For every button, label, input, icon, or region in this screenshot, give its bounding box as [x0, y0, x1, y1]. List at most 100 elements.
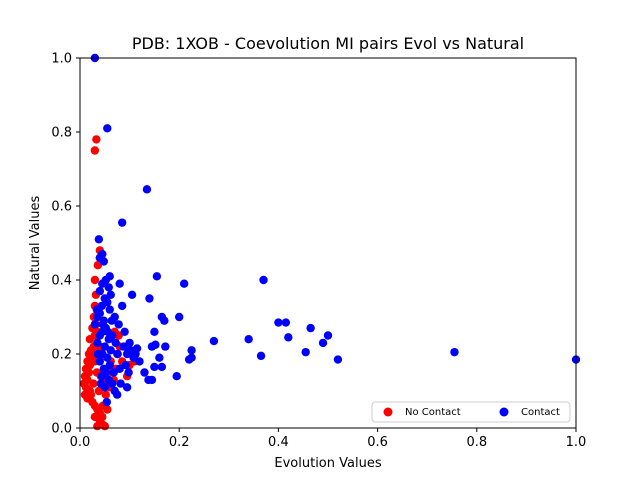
- data-point: [145, 294, 154, 303]
- data-point: [90, 275, 100, 285]
- data-point: [187, 353, 196, 362]
- data-point: [179, 279, 189, 288]
- data-point: [94, 235, 104, 244]
- data-point: [93, 338, 102, 348]
- legend-label-no-contact: No Contact: [405, 407, 461, 418]
- data-point: [100, 421, 110, 431]
- data-point: [135, 357, 144, 366]
- data-point: [127, 290, 137, 299]
- data-point: [113, 349, 122, 359]
- data-point: [102, 397, 111, 407]
- chart-title: PDB: 1XOB - Coevolution MI pairs Evol vs…: [132, 34, 524, 53]
- data-point: [95, 286, 105, 296]
- legend-marker-contact: [499, 407, 509, 417]
- data-point: [113, 390, 122, 399]
- data-point: [108, 379, 117, 388]
- data-point: [86, 390, 96, 399]
- data-point: [101, 390, 110, 399]
- data-point: [187, 346, 196, 355]
- data-point: [126, 346, 135, 355]
- data-point: [105, 305, 114, 314]
- data-point: [95, 357, 105, 366]
- data-point: [104, 283, 113, 292]
- data-point: [93, 312, 102, 322]
- legend-label-contact: Contact: [521, 407, 560, 418]
- series-contact: [90, 53, 581, 407]
- data-point: [125, 338, 134, 348]
- data-point: [98, 279, 107, 288]
- data-point: [93, 421, 102, 431]
- x-tick-label: 0.4: [268, 435, 289, 450]
- data-point: [92, 135, 101, 144]
- plot-area: [79, 53, 581, 431]
- data-point: [132, 344, 142, 353]
- data-point: [90, 146, 100, 155]
- data-point: [323, 331, 333, 340]
- plot-frame: [79, 57, 577, 429]
- data-point: [124, 368, 133, 377]
- data-point: [117, 218, 127, 227]
- y-tick-label: 0.4: [51, 274, 72, 289]
- data-point: [103, 327, 112, 336]
- data-point: [151, 340, 160, 349]
- data-point: [116, 379, 125, 388]
- data-point: [152, 272, 162, 281]
- data-point: [89, 379, 98, 388]
- data-point: [147, 375, 157, 385]
- data-point: [85, 335, 95, 344]
- data-point: [450, 347, 459, 357]
- data-point: [175, 312, 184, 322]
- data-point: [161, 342, 170, 351]
- points-layer: [79, 53, 581, 431]
- data-point: [256, 351, 266, 361]
- y-tick-label: 1.0: [51, 52, 72, 67]
- data-point: [114, 320, 123, 329]
- data-point: [318, 338, 328, 348]
- data-point: [150, 362, 159, 372]
- data-point: [281, 318, 291, 327]
- data-point: [107, 316, 116, 325]
- data-point: [244, 335, 253, 344]
- data-point: [160, 316, 169, 325]
- data-point: [103, 353, 112, 362]
- data-point: [306, 323, 315, 333]
- data-point: [155, 353, 164, 362]
- data-point: [209, 336, 219, 346]
- data-point: [96, 379, 106, 388]
- y-axis-label: Natural Values: [28, 195, 43, 290]
- plot-background: [80, 58, 576, 428]
- x-axis-label: Evolution Values: [274, 456, 381, 471]
- y-tick-label: 0.2: [51, 348, 72, 363]
- data-point: [122, 383, 132, 392]
- data-point: [333, 355, 343, 364]
- data-point: [117, 301, 127, 311]
- data-point: [120, 327, 129, 336]
- y-axis-ticks: 0.0 0.2 0.4 0.6 0.8 1.0: [51, 52, 80, 437]
- data-point: [115, 279, 124, 288]
- data-point: [142, 185, 152, 194]
- data-point: [121, 360, 130, 370]
- data-point: [111, 338, 120, 348]
- y-tick-label: 0.6: [51, 200, 72, 215]
- x-tick-label: 1.0: [566, 435, 587, 450]
- data-point: [301, 347, 310, 357]
- x-tick-label: 0.8: [466, 435, 487, 450]
- legend-box: [371, 401, 571, 423]
- x-tick-label: 0.2: [169, 435, 190, 450]
- data-point: [150, 327, 159, 336]
- legend: No Contact Contact: [371, 401, 571, 423]
- legend-marker-no-contact: [383, 407, 393, 417]
- data-point: [98, 412, 107, 422]
- data-point: [140, 368, 149, 377]
- data-point: [92, 305, 102, 314]
- data-point: [95, 331, 105, 340]
- data-point: [172, 372, 181, 381]
- data-point: [93, 349, 103, 359]
- data-point: [103, 124, 112, 133]
- y-tick-label: 0.8: [51, 126, 72, 141]
- x-tick-label: 0.6: [367, 435, 388, 450]
- x-axis-ticks: 0.0 0.2 0.4 0.6 0.8 1.0: [70, 428, 587, 450]
- y-tick-label: 0.0: [51, 422, 72, 437]
- data-point: [274, 318, 283, 327]
